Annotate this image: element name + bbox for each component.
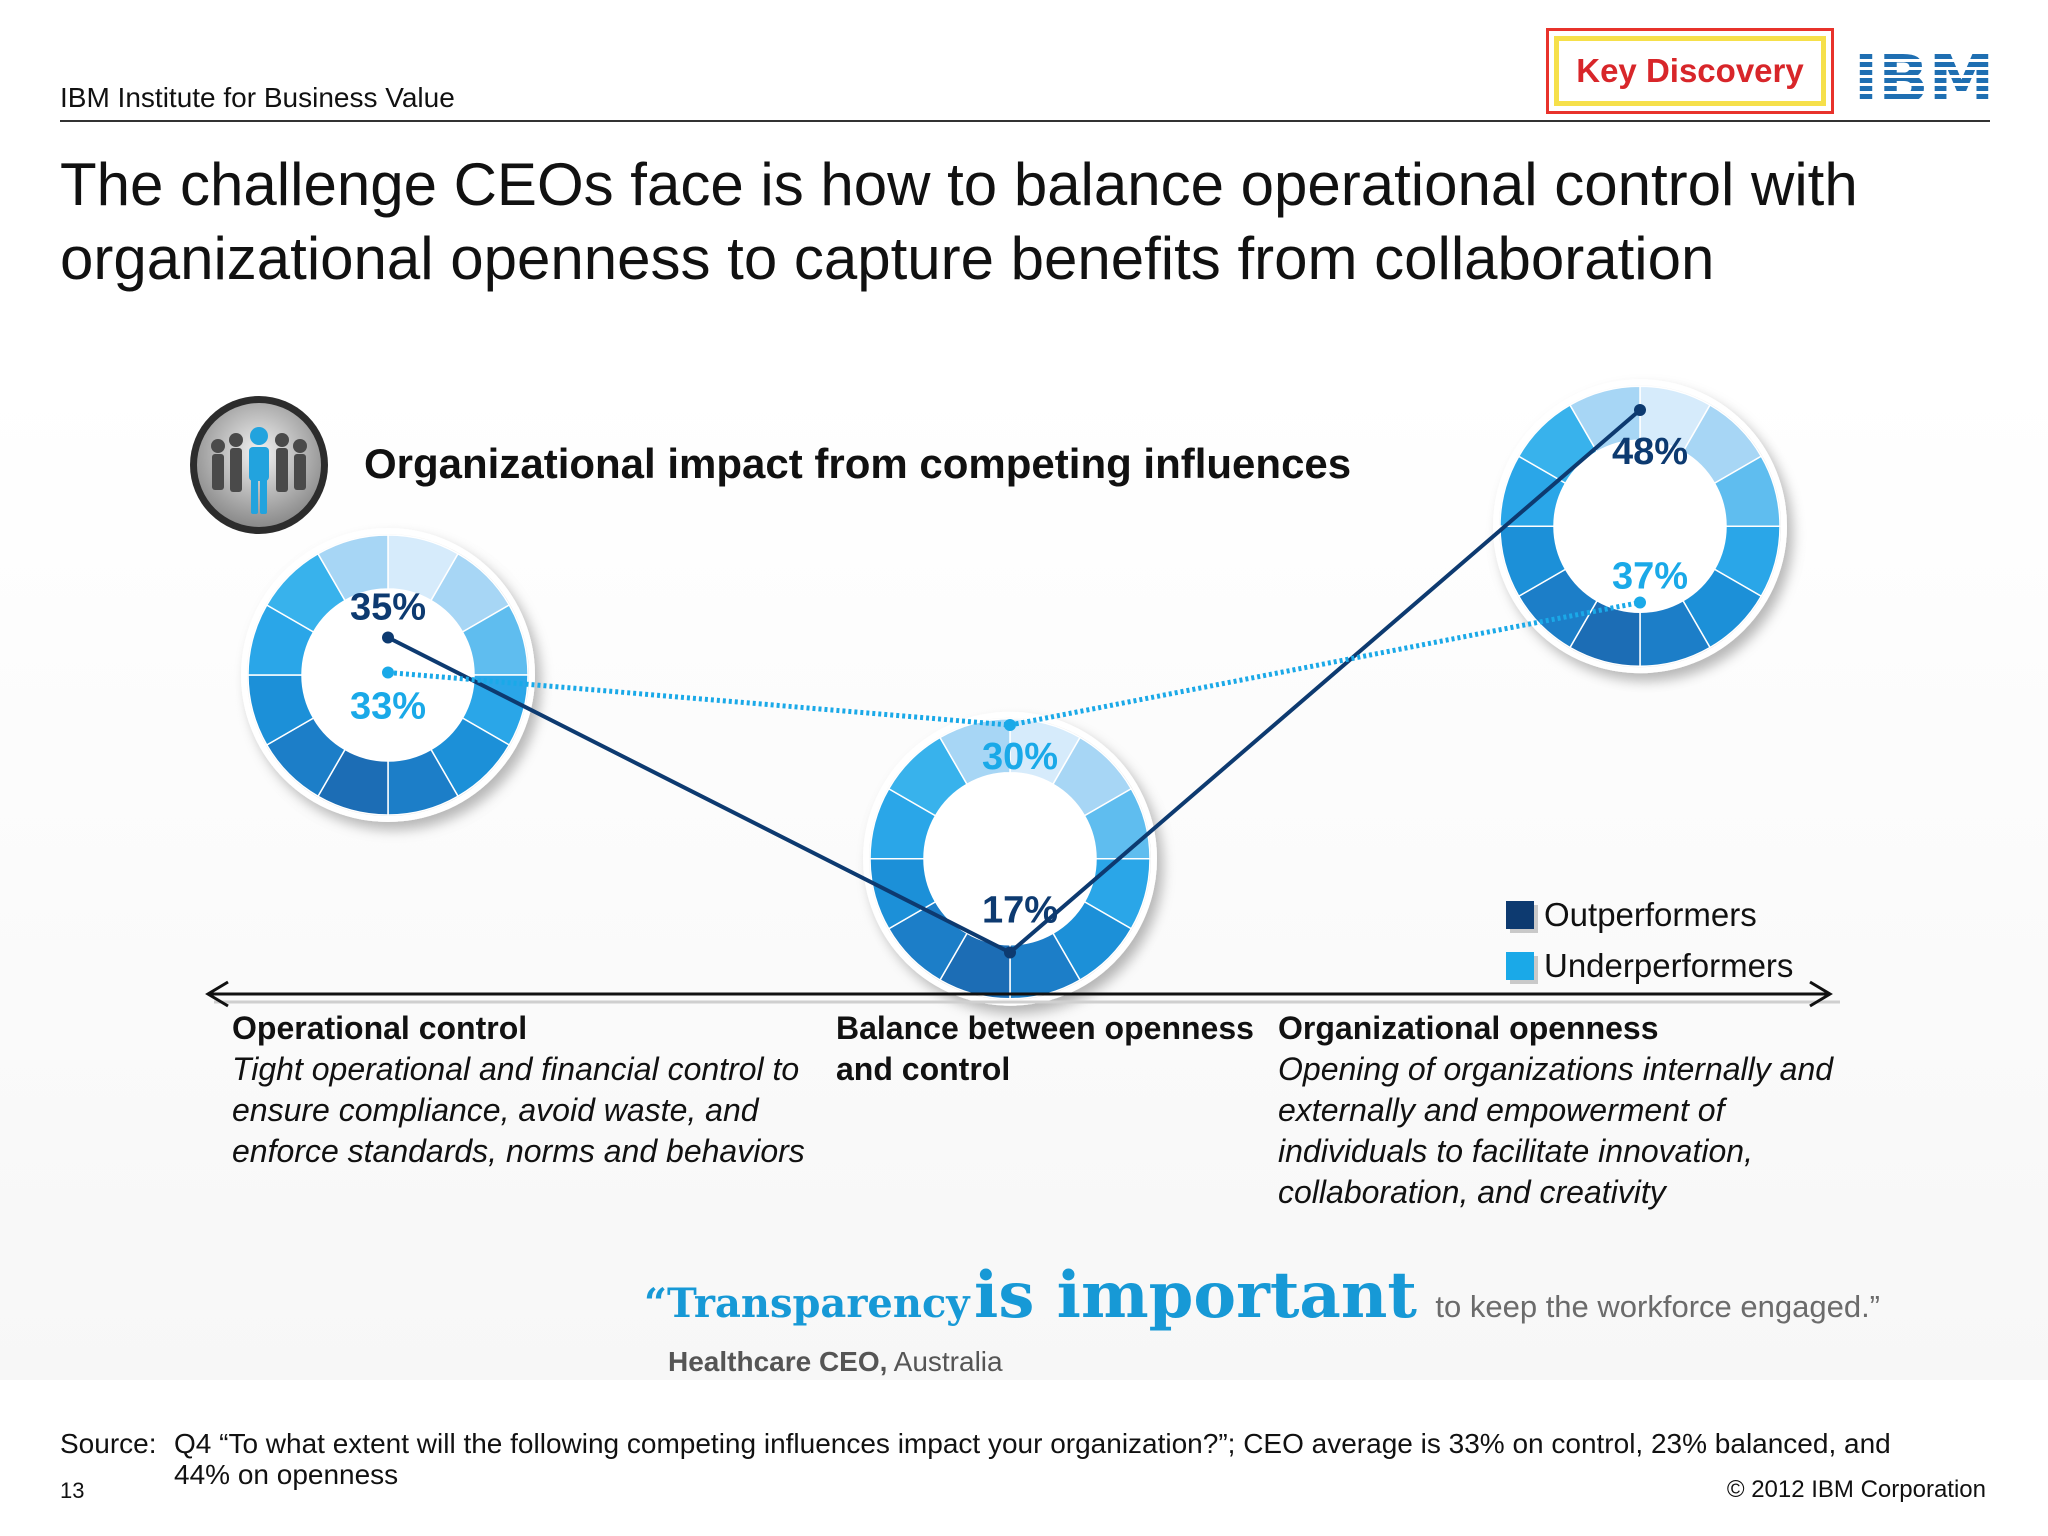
ibm-logo: IBM	[1858, 46, 1990, 108]
data-label-underperformers-2: 30%	[982, 736, 1058, 778]
data-point-underperformers-2	[1004, 719, 1016, 731]
axis-heading-left: Operational control	[232, 1010, 528, 1046]
donut-2-hole	[924, 772, 1096, 945]
data-point-outperformers-2	[1004, 946, 1016, 959]
data-label-underperformers-3: 37%	[1612, 556, 1688, 598]
axis-description-left: Tight operational and financial control …	[232, 1051, 805, 1169]
data-label-underperformers-1: 33%	[350, 686, 426, 728]
axis-section-operational-control: Operational control Tight operational an…	[232, 1008, 832, 1172]
key-discovery-badge: Key Discovery	[1546, 28, 1834, 114]
ibm-logo-text: IBM	[1858, 46, 1990, 108]
page-number: 13	[60, 1478, 85, 1503]
chart-title: Organizational impact from competing inf…	[364, 440, 1352, 487]
quote-tail: to keep the workforce engaged.”	[1435, 1289, 1881, 1324]
legend-label-outperformers: Outperformers	[1544, 896, 1757, 933]
donut-3-hole	[1554, 440, 1726, 613]
axis-section-balance: Balance between openness and control	[836, 1008, 1256, 1090]
key-discovery-label: Key Discovery	[1559, 41, 1821, 101]
data-label-outperformers-3: 48%	[1612, 431, 1688, 473]
copyright: © 2012 IBM Corporation	[1726, 1476, 1986, 1503]
legend-item-outperformers: Outperformers	[1506, 896, 1757, 934]
axis-heading-middle: Balance between openness and control	[836, 1010, 1254, 1087]
donut-1	[241, 528, 535, 822]
data-point-outperformers-1	[382, 631, 394, 644]
page-title: The challenge CEOs face is how to balanc…	[60, 151, 1858, 292]
legend-swatch-outperformers	[1506, 901, 1534, 929]
quote-open: “Transparency	[644, 1280, 970, 1327]
data-label-outperformers-1: 35%	[350, 587, 426, 629]
legend-label-underperformers: Underperformers	[1544, 947, 1794, 984]
axis-heading-right: Organizational openness	[1278, 1010, 1659, 1046]
series-line-underperformers	[387, 600, 1641, 728]
data-point-underperformers-1	[382, 666, 394, 679]
legend-item-underperformers: Underperformers	[1506, 947, 1793, 985]
attribution-country: Australia	[893, 1346, 1003, 1377]
donut-1-rim	[241, 528, 535, 822]
source-text: Q4 “To what extent will the following co…	[174, 1428, 1891, 1490]
donut-3	[1493, 379, 1787, 674]
data-label-outperformers-2: 17%	[982, 890, 1058, 932]
quote-attribution: Healthcare CEO, Australia	[668, 1346, 1003, 1378]
data-point-underperformers-3	[1634, 596, 1646, 609]
institute-label: IBM Institute for Business Value	[60, 82, 455, 113]
donut-3-rim	[1493, 379, 1787, 674]
source-label: Source:	[60, 1428, 157, 1459]
axis-description-right: Opening of organizations internally and …	[1278, 1051, 1834, 1210]
ceo-quote: “Transparency is important to keep the w…	[644, 1258, 1880, 1333]
people-crowd-icon	[190, 396, 328, 534]
attribution-role: Healthcare CEO,	[668, 1346, 888, 1377]
axis-section-organizational-openness: Organizational openness Opening of organ…	[1278, 1008, 1878, 1213]
quote-emphasis: is important	[974, 1258, 1417, 1333]
data-point-outperformers-3	[1634, 404, 1646, 416]
header-divider	[60, 120, 1990, 122]
axis-arrow	[205, 980, 1840, 1008]
legend-swatch-underperformers	[1506, 952, 1534, 980]
